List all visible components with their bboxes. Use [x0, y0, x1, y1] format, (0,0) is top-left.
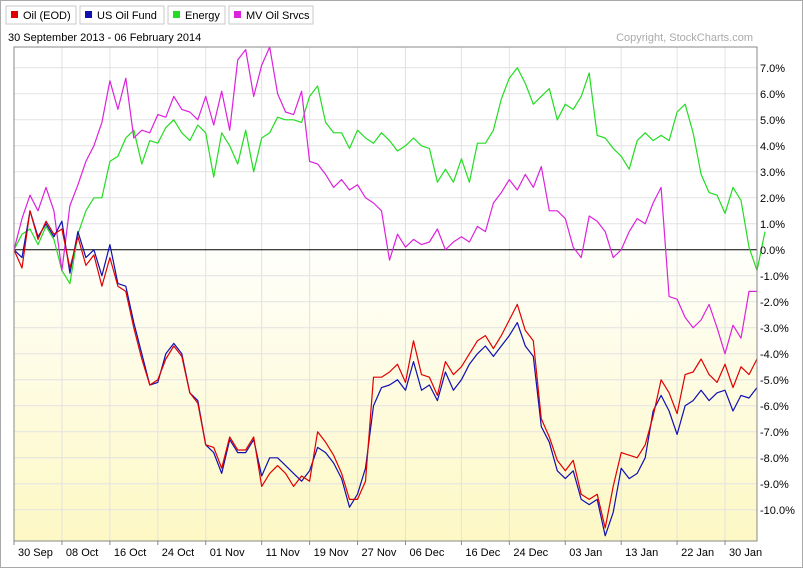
y-tick-label: -9.0% — [760, 479, 789, 491]
legend-label: Energy — [185, 10, 220, 22]
y-tick-label: 4.0% — [760, 141, 785, 153]
x-tick-label: 08 Oct — [66, 547, 98, 559]
legend-item-box — [228, 5, 314, 25]
y-tick-label: -6.0% — [760, 401, 789, 413]
series-line-us-oil-fund — [13, 210, 758, 537]
legend-label: MV Oil Srvcs — [246, 10, 310, 22]
legend-swatch — [11, 11, 18, 18]
legend-item-box — [167, 5, 226, 25]
copyright: Copyright, StockCharts.com — [616, 32, 753, 44]
legend-swatch — [234, 11, 241, 18]
y-tick-label: -4.0% — [760, 349, 789, 361]
x-tick-label: 03 Jan — [569, 547, 602, 559]
y-tick-label: -7.0% — [760, 427, 789, 439]
negative-region-shading — [14, 249, 757, 542]
x-tick-label: 16 Oct — [114, 547, 146, 559]
series-line-energy — [13, 67, 766, 285]
y-tick-label: -5.0% — [760, 375, 789, 387]
y-tick-label: 6.0% — [760, 89, 785, 101]
legend-swatch — [85, 11, 92, 18]
y-tick-label: -10.0% — [760, 505, 795, 517]
x-tick-label: 13 Jan — [625, 547, 658, 559]
x-tick-label: 22 Jan — [681, 547, 714, 559]
x-tick-label: 30 Jan — [729, 547, 762, 559]
x-tick-label: 27 Nov — [362, 547, 397, 559]
legend: Oil (EOD) US Oil Fund Energy MV Oil Srvcs — [5, 5, 314, 25]
x-tick-label: 24 Oct — [162, 547, 194, 559]
date-range: 30 September 2013 - 06 February 2014 — [8, 32, 201, 44]
y-tick-label: -2.0% — [760, 297, 789, 309]
x-tick-label: 11 Nov — [266, 547, 301, 559]
legend-label: Oil (EOD) — [23, 10, 71, 22]
x-tick-label: 01 Nov — [210, 547, 245, 559]
y-tick-label: 2.0% — [760, 193, 785, 205]
y-tick-label: 5.0% — [760, 115, 785, 127]
x-tick-label: 06 Dec — [409, 547, 444, 559]
legend-swatch — [173, 11, 180, 18]
y-tick-label: 7.0% — [760, 63, 785, 75]
legend-item-box — [79, 5, 165, 25]
x-tick-label: 30 Sep — [18, 547, 53, 559]
y-tick-label: 1.0% — [760, 219, 785, 231]
y-tick-label: 0.0% — [760, 245, 785, 257]
y-tick-label: -3.0% — [760, 323, 789, 335]
y-tick-label: 3.0% — [760, 167, 785, 179]
y-axis-ticks: 7.0% 6.0% 5.0% 4.0% 3.0% 2.0% 1.0% 0.0% -1.0% -2.… — [760, 63, 795, 517]
x-axis-ticks: 30 Sep 08 Oct 16 Oct 24 Oct 01 Nov 11 Nov 19 N… — [13, 541, 762, 559]
plot-frame — [13, 46, 758, 542]
x-tick-label: 19 Nov — [314, 547, 349, 559]
y-tick-label: -1.0% — [760, 271, 789, 283]
series-line-mv-oil-srvcs — [13, 46, 757, 355]
x-tick-label: 24 Dec — [513, 547, 548, 559]
series-line-oil-eod — [13, 210, 758, 529]
legend-label: US Oil Fund — [97, 10, 157, 22]
x-tick-label: 16 Dec — [465, 547, 500, 559]
series-lines — [13, 46, 766, 537]
gridlines — [13, 47, 757, 541]
y-tick-label: -8.0% — [760, 453, 789, 465]
legend-item-box — [5, 5, 77, 25]
